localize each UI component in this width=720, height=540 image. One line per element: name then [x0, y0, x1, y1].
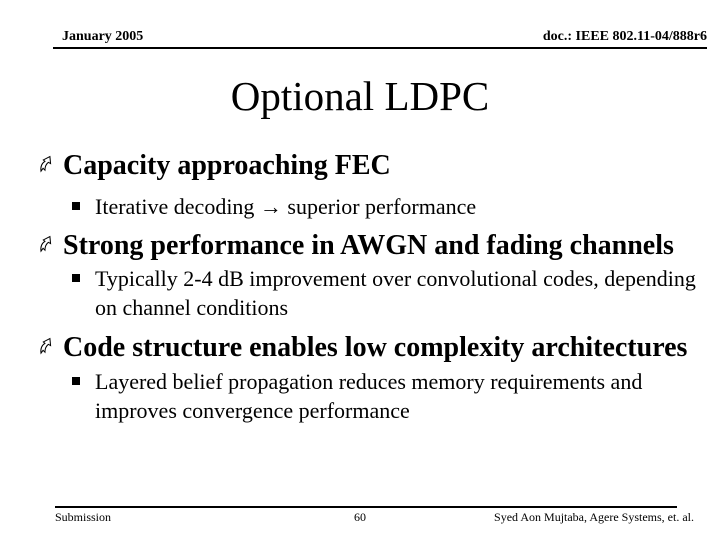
sub-bullet-item: Typically 2-4 dB improvement over convol…	[72, 264, 710, 322]
curved-up-right-arrow-icon	[40, 235, 52, 253]
slide-title: Optional LDPC	[230, 73, 490, 119]
sub-bullet-item: Layered belief propagation reduces memor…	[72, 367, 710, 425]
footer-page-number: 60	[354, 510, 366, 524]
square-bullet-icon	[72, 377, 80, 385]
bullet-item-capacity: Capacity approaching FEC	[38, 150, 391, 182]
header-date: January 2005	[62, 29, 144, 44]
square-bullet-icon	[72, 274, 80, 282]
bullet-label: Strong performance in AWGN and fading ch…	[63, 230, 674, 261]
bullet-label: Capacity approaching FEC	[63, 150, 391, 181]
bullet-item-strong-performance: Strong performance in AWGN and fading ch…	[38, 230, 674, 262]
sub-bullet-label: Layered belief propagation reduces memor…	[95, 369, 643, 423]
footer-divider	[55, 506, 677, 508]
sub-bullet-label: Iterative decoding → superior performanc…	[95, 194, 477, 219]
header-doc-number: doc.: IEEE 802.11-04/888r6	[542, 29, 707, 44]
square-bullet-icon	[72, 202, 80, 210]
footer-submission-label: Submission	[55, 510, 112, 524]
curved-up-right-arrow-icon	[40, 155, 52, 173]
header-divider	[53, 47, 707, 49]
bullet-item-code-structure: Code structure enables low complexity ar…	[38, 332, 687, 364]
sub-bullet-label: Typically 2-4 dB improvement over convol…	[95, 266, 696, 320]
footer-author: Syed Aon Mujtaba, Agere Systems, et. al.	[494, 510, 694, 524]
bullet-label: Code structure enables low complexity ar…	[63, 332, 688, 363]
curved-up-right-arrow-icon	[40, 337, 52, 355]
sub-bullet-item: Iterative decoding → superior performanc…	[72, 192, 476, 221]
